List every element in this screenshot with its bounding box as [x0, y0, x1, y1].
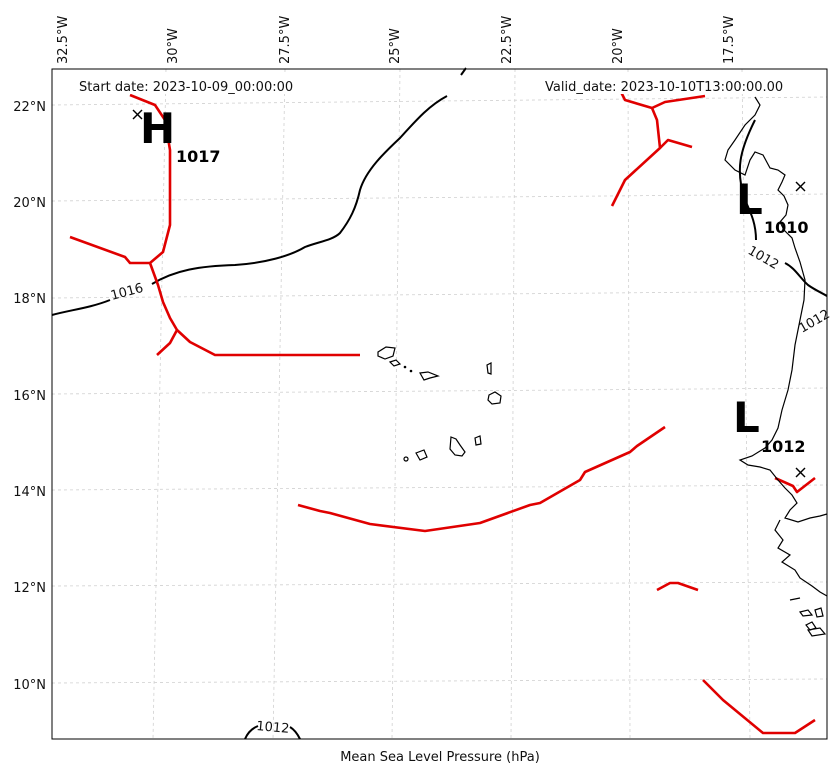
island-boa-vista [487, 391, 502, 405]
isobar-1012-east [784, 262, 828, 297]
high-center-value: 1017 [176, 147, 221, 166]
start-date-bg [70, 74, 318, 94]
lat-label-20n: 20°N [13, 196, 46, 211]
valid-date-label: Valid_date: 2023-10-10T13:00:00.00 [545, 80, 783, 95]
latitude-axis: 22°N 20°N 18°N 16°N 14°N 12°N 10°N [13, 100, 46, 693]
front-west-b [148, 262, 179, 356]
low-center-value-south: 1012 [761, 437, 806, 456]
lon-label-32-5w: 32.5°W [56, 16, 71, 64]
front-southeast [702, 679, 816, 735]
lon-label-17-5w: 17.5°W [722, 16, 737, 64]
front-northeast-c [659, 138, 693, 149]
island-santiago [449, 436, 466, 457]
isobar-label-1012-south: 1012 [256, 719, 290, 737]
low-center-value-north: 1010 [764, 218, 809, 237]
lat-label-10n: 10°N [13, 678, 46, 693]
isobar-1012-south-b [289, 726, 301, 740]
low-center-letter-south: L [733, 393, 760, 442]
africa-coast-south-b [789, 597, 801, 601]
longitude-axis: 32.5°W 30°W 27.5°W 25°W 22.5°W 20°W 17.5… [56, 16, 737, 64]
isobar-1012-south [244, 725, 259, 740]
isobar-1016 [51, 299, 111, 316]
front-east-coast [774, 476, 816, 494]
lat-label-14n: 14°N [13, 485, 46, 500]
valid-date-bg [538, 74, 808, 94]
coastline [724, 96, 828, 637]
lat-label-18n: 18°N [13, 292, 46, 307]
low-center-x-mark-south [795, 467, 806, 478]
high-center-letter: H [140, 104, 175, 153]
island-sao-nicolau [419, 371, 440, 381]
graticule [51, 68, 828, 740]
fronts [69, 89, 816, 735]
high-center-x-mark [132, 109, 143, 120]
front-northeast-b [651, 94, 706, 110]
africa-coast [724, 96, 828, 523]
island-santa-luzia [403, 365, 407, 369]
island-maio [474, 435, 482, 446]
front-northeast [610, 89, 662, 207]
island-ilheu [409, 369, 413, 373]
lon-label-27-5w: 27.5°W [278, 16, 293, 64]
front-central [297, 425, 666, 533]
center-markers [132, 109, 806, 478]
low-center-letter-north: L [736, 175, 763, 224]
lat-label-22n: 22°N [13, 100, 46, 115]
africa-coast-south [774, 519, 828, 597]
lat-label-12n: 12°N [13, 581, 46, 596]
island-sal [486, 362, 492, 375]
lon-label-22-5w: 22.5°W [500, 16, 515, 64]
map-frame [51, 68, 828, 740]
map-footer-label: Mean Sea Level Pressure (hPa) [340, 750, 540, 765]
front-west [69, 93, 172, 265]
front-small-east [656, 581, 699, 592]
islands-bissau [798, 607, 827, 637]
lon-label-25w: 25°W [388, 28, 403, 64]
island-fogo [415, 449, 428, 461]
isobar-1012-low [738, 119, 757, 241]
lat-label-16n: 16°N [13, 389, 46, 404]
isobar-1016-b [151, 95, 448, 285]
island-brava [403, 456, 409, 462]
front-west-c [176, 329, 360, 357]
start-date-label: Start date: 2023-10-09_00:00:00 [79, 80, 293, 95]
island-sao-vicente [388, 359, 402, 367]
cape-verde-islands [377, 346, 502, 462]
map-frame-bg [52, 69, 827, 739]
lon-label-20w: 20°W [611, 28, 626, 64]
island-santo-antao [377, 346, 396, 360]
low-center-x-mark-north [795, 181, 806, 192]
isobars [51, 67, 828, 740]
lon-label-30w: 30°W [166, 28, 181, 64]
